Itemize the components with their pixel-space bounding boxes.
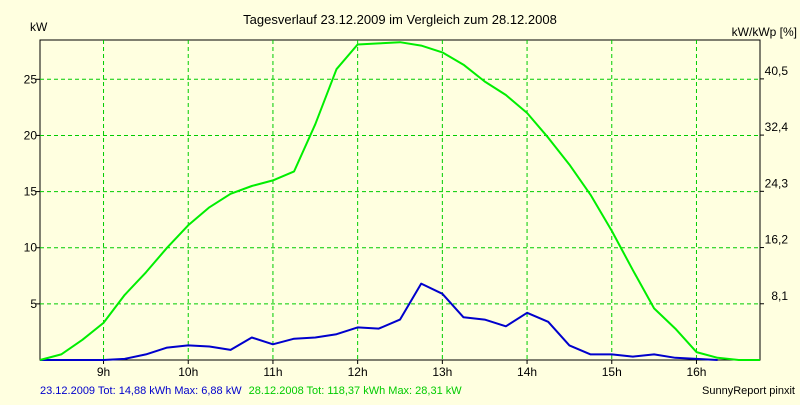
x-tick-label: 13h: [432, 365, 452, 379]
series-lines: [39, 41, 760, 361]
y-right-tick-label: 32,4: [765, 120, 789, 134]
y-left-tick-label: 5: [30, 297, 37, 311]
x-tick-label: 12h: [348, 365, 368, 379]
y-right-tick-label: 16,2: [765, 233, 789, 247]
chart-title: Tagesverlauf 23.12.2009 im Vergleich zum…: [243, 12, 557, 27]
x-tick-label: 16h: [686, 365, 706, 379]
plot-frame: [39, 39, 761, 361]
axis-ticks: 9h 10h 11h 12h 13h 14h 15h 16h 5 10 15 20 25 8,1 16,2 2…: [24, 64, 789, 379]
y-left-tick-label: 10: [24, 241, 38, 255]
series-line-1: [40, 282, 718, 361]
y-left-tick-label: 15: [24, 185, 38, 199]
x-tick-label: 11h: [263, 365, 282, 379]
y-left-tick-label: 25: [24, 72, 38, 86]
y-right-tick-label: 24,3: [765, 176, 789, 190]
series-line-2: [39, 41, 760, 361]
x-tick-label: 14h: [517, 365, 537, 379]
legend-series-1: 23.12.2009 Tot: 14,88 kWh Max: 6,88 kW: [40, 385, 242, 397]
y-left-tick-label: 20: [24, 128, 38, 142]
y-right-tick-label: 8,1: [771, 289, 788, 303]
footer-legend: 23.12.2009 Tot: 14,88 kWh Max: 6,88 kW 2…: [40, 385, 462, 397]
y-right-tick-label: 40,5: [765, 64, 789, 78]
left-axis-unit: kW: [30, 20, 48, 34]
x-tick-label: 9h: [97, 365, 110, 379]
footer-brand: SunnyReport pinxit: [702, 385, 795, 397]
grid: [40, 40, 760, 360]
x-tick-label: 10h: [178, 365, 198, 379]
x-tick-label: 15h: [602, 365, 622, 379]
legend-series-2: 28.12.2008 Tot: 118,37 kWh Max: 28,31 kW: [249, 385, 463, 397]
right-axis-unit: kW/kWp [%]: [732, 25, 797, 39]
